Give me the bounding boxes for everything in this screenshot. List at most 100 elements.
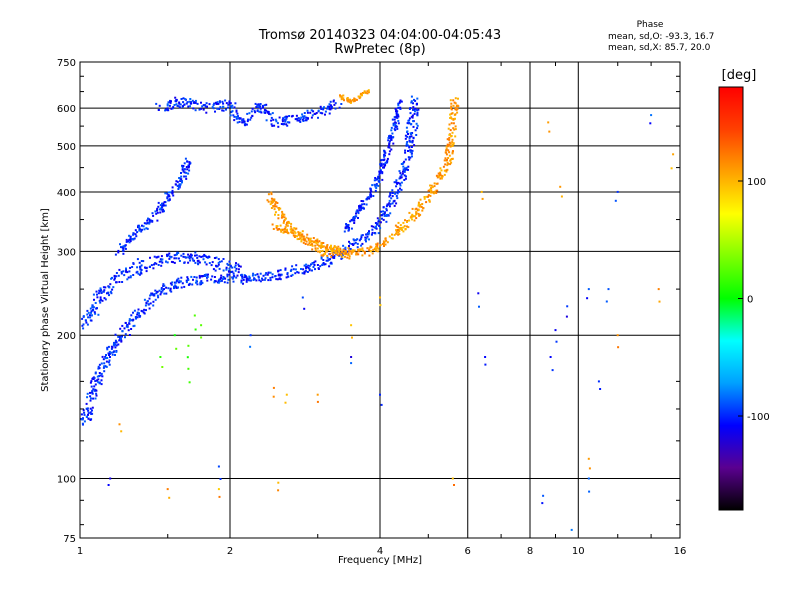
data-point <box>235 110 238 113</box>
data-point <box>81 418 84 421</box>
data-point <box>149 302 152 305</box>
data-point <box>354 98 357 101</box>
data-point <box>397 226 399 229</box>
data-point <box>448 136 451 139</box>
data-point <box>379 243 382 246</box>
data-point <box>224 277 227 280</box>
data-point <box>416 114 419 117</box>
colorbar-unit-label: [deg] <box>721 68 757 83</box>
data-point <box>185 279 188 282</box>
data-point <box>417 212 420 215</box>
data-point <box>86 407 89 410</box>
y-tick-label: 400 <box>57 188 76 199</box>
data-point <box>322 242 325 244</box>
data-point <box>244 124 247 127</box>
data-point <box>417 201 420 204</box>
data-point <box>302 117 305 120</box>
data-point <box>269 279 272 282</box>
data-point <box>200 283 203 285</box>
data-point <box>332 256 335 259</box>
data-point <box>187 261 190 264</box>
data-point <box>324 246 327 249</box>
data-point <box>357 95 360 98</box>
x-tick-label: 10 <box>572 546 585 557</box>
data-point <box>411 116 414 119</box>
data-point <box>117 335 120 338</box>
data-point <box>446 164 449 167</box>
x-tick-label: 16 <box>674 546 687 557</box>
data-point <box>251 274 254 277</box>
data-point <box>403 167 406 170</box>
data-point <box>120 335 123 338</box>
data-point <box>274 275 277 278</box>
data-points <box>80 89 675 531</box>
data-point <box>402 170 404 173</box>
data-point <box>82 417 84 420</box>
data-point <box>206 276 209 278</box>
data-point <box>87 412 90 415</box>
data-point <box>121 245 124 248</box>
data-point <box>350 252 353 255</box>
data-point <box>286 224 289 227</box>
data-point <box>221 109 224 112</box>
data-point <box>132 311 134 314</box>
x-tick-label: 6 <box>465 546 471 557</box>
data-point <box>166 197 169 200</box>
data-point <box>108 294 110 297</box>
data-point <box>418 214 421 217</box>
data-point <box>82 423 84 426</box>
data-point <box>231 270 234 273</box>
data-point <box>132 274 135 276</box>
data-point <box>374 222 377 224</box>
data-point <box>147 303 150 306</box>
data-point <box>262 106 264 109</box>
data-point <box>97 381 100 384</box>
data-point <box>87 409 90 412</box>
data-point <box>377 184 380 187</box>
data-point <box>91 392 94 395</box>
data-point <box>316 247 319 250</box>
data-point <box>449 159 452 162</box>
data-point <box>361 92 364 94</box>
data-point <box>96 375 99 378</box>
data-point <box>233 275 236 278</box>
data-point <box>433 185 436 188</box>
data-point <box>383 245 385 247</box>
data-point <box>376 242 379 245</box>
data-point <box>284 118 287 121</box>
data-point <box>139 271 142 274</box>
data-point <box>156 290 159 293</box>
data-point <box>407 226 410 229</box>
data-point <box>199 281 202 284</box>
data-point <box>126 278 129 281</box>
data-point <box>218 108 221 110</box>
data-point <box>160 208 163 211</box>
data-point <box>89 407 92 410</box>
data-point <box>200 107 203 110</box>
data-point <box>481 197 484 200</box>
data-point <box>191 257 194 260</box>
data-point <box>150 264 153 267</box>
data-point <box>148 297 151 300</box>
data-point <box>217 465 220 468</box>
data-point <box>423 197 426 200</box>
data-point <box>360 207 363 210</box>
data-point <box>382 163 385 166</box>
data-point <box>115 350 118 353</box>
data-point <box>228 273 231 276</box>
data-point <box>218 260 221 263</box>
data-point <box>104 356 107 358</box>
data-point <box>143 308 146 311</box>
data-point <box>285 117 288 120</box>
data-point <box>454 113 457 116</box>
data-point <box>388 150 391 153</box>
data-point <box>219 478 222 480</box>
data-point <box>360 244 363 247</box>
data-point <box>383 165 386 168</box>
data-point <box>129 235 132 238</box>
data-point <box>376 243 379 246</box>
data-point <box>138 226 141 229</box>
data-point <box>363 90 366 93</box>
data-point <box>406 144 409 147</box>
data-point <box>313 261 316 264</box>
